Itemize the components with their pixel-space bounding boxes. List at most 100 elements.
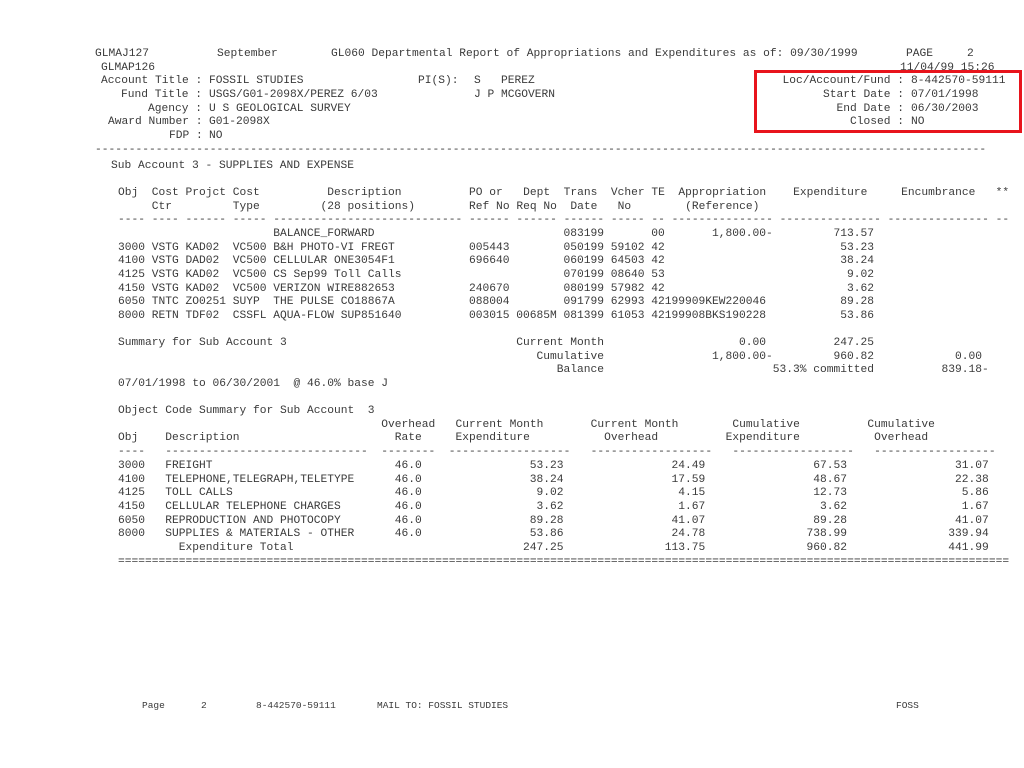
te-code: 42 <box>651 255 665 268</box>
current-month-expenditure: 53.23 <box>529 460 564 472</box>
object-summary-row: 4100 TELEPHONE,TELEGRAPH,TELETYPE 46.0 38.2… <box>118 473 1018 487</box>
object-summary-row: 4150 CELLULAR TELEPHONE CHARGES 46.0 3.62 1.… <box>118 500 1018 514</box>
fund-title: USGS/G01-2098X/PEREZ 6/03 <box>209 89 378 101</box>
loc-account-fund-label: Loc/Account/Fund : <box>782 75 904 87</box>
project: KAD02 <box>185 268 220 281</box>
pi-label: PI(S): <box>418 75 459 87</box>
current-month-expenditure: 53.86 <box>529 528 564 541</box>
object-summary-title: Object Code Summary for Sub Account 3 <box>118 405 375 417</box>
expenditure: 713.57 <box>833 228 875 240</box>
end-date-label: End Date : <box>836 103 904 115</box>
current-month-expenditure: 9.02 <box>536 487 564 500</box>
cumulative-expenditure: 89.28 <box>813 514 848 527</box>
transaction-row: 3000 VSTG KAD02 VC500 B&H PHOTO-VI FREGT 0054… <box>118 241 1018 255</box>
cumulative-expenditure: 67.53 <box>813 460 848 472</box>
description: REPRODUCTION AND PHOTOCOPY <box>165 514 341 527</box>
pi-secondary: J P MCGOVERN <box>474 89 556 101</box>
account-title: FOSSIL STUDIES <box>209 75 304 87</box>
footer-right-text: FOSS <box>896 700 919 711</box>
trans-date: 060199 <box>563 255 605 268</box>
obj-code: 3000 <box>118 460 146 472</box>
te-code: 00 <box>651 228 665 240</box>
description: CS Sep99 Toll Calls <box>273 268 402 281</box>
overhead-note: 07/01/1998 to 06/30/2001 @ 46.0% base J <box>118 378 389 390</box>
award-number: G01-2098X <box>209 116 270 128</box>
sub-program-id: GLMAP126 <box>101 62 156 74</box>
cumulative-overhead: 31.07 <box>955 460 989 472</box>
te-code: 42 <box>651 282 665 295</box>
separator-line: ----------------------------------------… <box>95 144 987 156</box>
overhead-rate: 46.0 <box>394 460 422 472</box>
cost-center: RETN <box>151 309 179 322</box>
summary-expenditure: 247.25 <box>833 337 875 349</box>
total-cm-overhead: 113.75 <box>664 542 706 554</box>
project: DAD02 <box>185 255 220 268</box>
te-code: 53 <box>651 268 665 281</box>
overhead-rate: 46.0 <box>394 473 422 486</box>
summary-appropriation: 0.00 <box>739 337 767 349</box>
transaction-row: 4100 VSTG DAD02 VC500 CELLULAR ONE3054F1 6966… <box>118 254 1018 268</box>
summary-label: Summary for Sub Account 3 <box>118 337 287 349</box>
obj-code: 4125 <box>118 268 146 281</box>
expenditure: 9.02 <box>847 268 875 281</box>
project: ZO0251 <box>185 296 227 309</box>
overhead-rate: 46.0 <box>394 487 422 500</box>
current-month-overhead: 41.07 <box>671 514 706 527</box>
footer-page-label: Page <box>142 700 165 711</box>
fdp-label: FDP : <box>169 130 203 142</box>
highlight-box <box>754 70 1022 133</box>
expenditure: 3.62 <box>847 282 875 295</box>
summary-period: Cumulative <box>536 350 605 363</box>
total-cm-expenditure: 247.25 <box>523 542 564 554</box>
account-title-label: Account Title : <box>101 75 203 87</box>
obj-code: 4150 <box>118 500 146 513</box>
voucher-no: 08640 <box>610 268 645 281</box>
current-month-overhead: 1.67 <box>678 500 706 513</box>
description: CELLULAR ONE3054F1 <box>273 255 395 268</box>
obj-code: 3000 <box>118 241 146 254</box>
overhead-rate: 46.0 <box>394 528 422 541</box>
summary-appropriation: 1,800.00- <box>712 350 773 363</box>
current-month-overhead: 24.49 <box>671 460 706 472</box>
trans-date: 081399 <box>563 309 605 322</box>
project: TDF02 <box>185 309 220 322</box>
page-label: PAGE <box>906 48 934 60</box>
description: BALANCE_FORWARD <box>273 228 375 240</box>
object-summary-row: 4125 TOLL CALLS 46.0 9.02 4.15 12.73 5.86 <box>118 486 1018 500</box>
cost-center: VSTG <box>151 268 179 281</box>
start-date-label: Start Date : <box>822 89 904 101</box>
expenditure: 53.86 <box>840 309 875 322</box>
te-code: 42 <box>651 309 665 322</box>
obj-code: 8000 <box>118 528 146 541</box>
current-month-expenditure: 89.28 <box>529 514 564 527</box>
trans-date: 080199 <box>563 282 605 295</box>
transactions-dash-line: ---- ---- ------ ----- -----------------… <box>118 214 1010 226</box>
agency-label: Agency : <box>148 103 203 115</box>
cost-type: VC500 <box>232 255 267 268</box>
description: AQUA-FLOW SUP851640 <box>273 309 402 322</box>
object-summary-row: 8000 SUPPLIES & MATERIALS - OTHER 46.0 53.8… <box>118 527 1018 541</box>
cost-type: CSSFL <box>232 309 267 322</box>
cumulative-overhead: 1.67 <box>961 500 989 513</box>
cumulative-expenditure: 48.67 <box>813 473 848 486</box>
obj-code: 6050 <box>118 296 146 309</box>
description: TOLL CALLS <box>165 487 233 500</box>
cumulative-overhead: 41.07 <box>955 514 989 527</box>
transaction-row: 8000 RETN TDF02 CSSFL AQUA-FLOW SUP851640 003… <box>118 309 1018 323</box>
object-summary-row: 3000 FREIGHT 46.0 53.23 24.49 67.53 31.07 <box>118 459 1018 473</box>
appropriation: 199909KEW220046 <box>664 296 767 309</box>
pi-primary: S PEREZ <box>474 75 535 87</box>
run-timestamp: 11/04/99 15:26 <box>900 62 995 70</box>
te-code: 42 <box>651 241 665 254</box>
appropriation: 1,800.00- <box>712 228 773 240</box>
voucher-no: 57982 <box>610 282 645 295</box>
summary-period: Balance <box>556 364 605 377</box>
obj-code: 4100 <box>118 255 146 268</box>
footer-page-number: 2 <box>201 700 207 711</box>
transaction-row: 6050 TNTC ZO0251 SUYP THE PULSE CO18867A 0880… <box>118 295 1018 309</box>
trans-date: 083199 <box>563 228 605 240</box>
trans-date: 050199 <box>563 241 605 254</box>
project: KAD02 <box>185 241 220 254</box>
description: SUPPLIES & MATERIALS - OTHER <box>165 528 355 541</box>
voucher-no: 61053 <box>610 309 645 322</box>
